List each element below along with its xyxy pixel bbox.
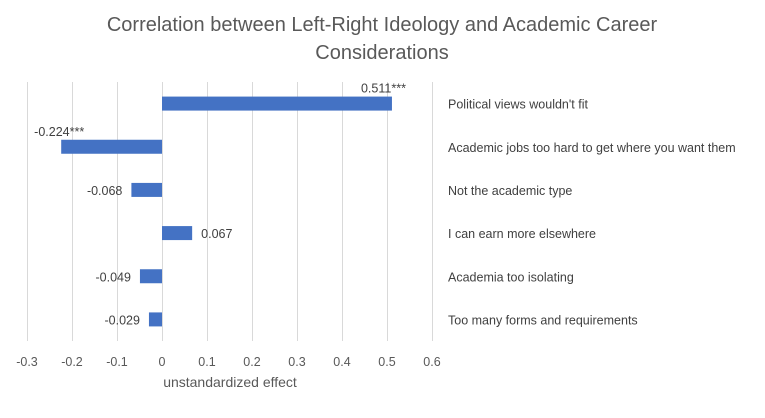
gridlines (27, 82, 433, 341)
bar (139, 269, 162, 284)
data-label: -0.224*** (34, 125, 84, 139)
category-label: Too many forms and requirements (448, 313, 638, 327)
data-label: 0.511*** (361, 82, 406, 96)
category-label: I can earn more elsewhere (448, 227, 596, 241)
x-tick-label: 0 (159, 355, 166, 369)
x-tick-label: 0.4 (333, 355, 350, 369)
chart-title-line-2: Considerations (315, 42, 448, 64)
x-tick-label: 0.6 (423, 355, 440, 369)
chart-title-line-1: Correlation between Left-Right Ideology … (107, 14, 658, 36)
bar (61, 139, 163, 154)
bar (148, 312, 162, 327)
data-label: 0.067 (201, 227, 232, 241)
category-label: Political views wouldn't fit (448, 98, 588, 112)
data-labels: 0.511*** -0.224*** -0.068 0.067 -0.049 -0.029 (34, 82, 406, 328)
category-label: Academia too isolating (448, 270, 574, 284)
bars (61, 96, 392, 327)
bar (162, 96, 392, 111)
category-labels: Political views wouldn't fit Academic job… (448, 98, 736, 328)
x-tick-labels: -0.3 -0.2 -0.1 0 0.1 0.2 0.3 0.4 0.5 0.6 (16, 355, 441, 369)
x-tick-label: 0.3 (288, 355, 305, 369)
x-tick-label: -0.3 (16, 355, 38, 369)
bar (162, 226, 193, 241)
data-label: -0.068 (87, 184, 122, 198)
data-label: -0.029 (104, 313, 139, 327)
bar (131, 182, 162, 197)
x-tick-label: 0.2 (243, 355, 260, 369)
category-label: Not the academic type (448, 184, 572, 198)
category-label: Academic jobs too hard to get where you … (448, 141, 736, 155)
x-tick-label: 0.5 (378, 355, 395, 369)
x-axis-label: unstandardized effect (163, 374, 297, 390)
data-label: -0.049 (95, 270, 130, 284)
x-tick-label: -0.2 (61, 355, 83, 369)
x-tick-label: -0.1 (106, 355, 128, 369)
x-tick-label: 0.1 (198, 355, 215, 369)
